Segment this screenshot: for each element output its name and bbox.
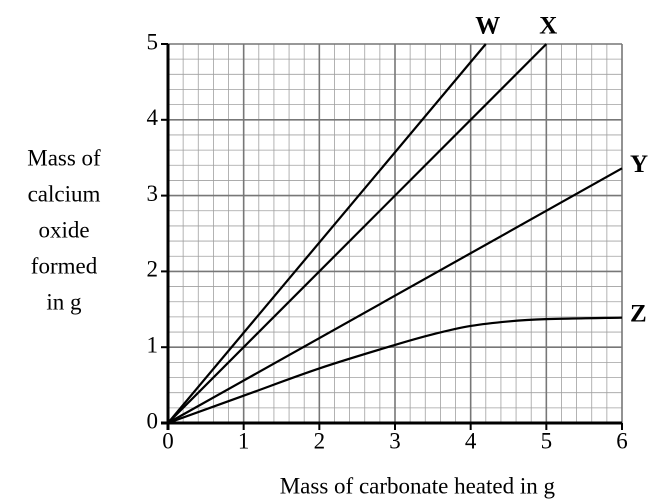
x-tick-label: 3 [389, 428, 401, 453]
series-label: Y [630, 151, 648, 178]
y-axis-label: Mass of [27, 145, 101, 170]
x-tick-label: 5 [541, 428, 553, 453]
x-axis-label: Mass of carbonate heated in g [280, 473, 556, 498]
x-tick-label: 2 [314, 428, 326, 453]
x-tick-label: 0 [162, 428, 174, 453]
series-line [167, 316, 623, 425]
y-tick-label: 3 [147, 181, 159, 206]
y-tick-label: 5 [147, 29, 159, 54]
y-axis-label: formed [31, 253, 98, 278]
y-tick-label: 1 [147, 332, 159, 357]
series-line [167, 43, 548, 424]
x-tick-label: 1 [238, 428, 250, 453]
series-label: Z [630, 300, 647, 327]
y-axis-label: calcium [28, 181, 101, 206]
y-axis-label: oxide [38, 217, 89, 242]
series-line [167, 43, 487, 424]
y-tick-label: 2 [147, 257, 159, 282]
series-label: W [475, 13, 500, 40]
x-tick-label: 6 [616, 428, 628, 453]
y-tick-label: 0 [147, 408, 159, 433]
series-label: X [539, 13, 557, 40]
x-tick-label: 4 [465, 428, 477, 453]
y-axis-label: in g [46, 289, 82, 314]
series-line [167, 167, 623, 424]
y-tick-label: 4 [147, 105, 159, 130]
